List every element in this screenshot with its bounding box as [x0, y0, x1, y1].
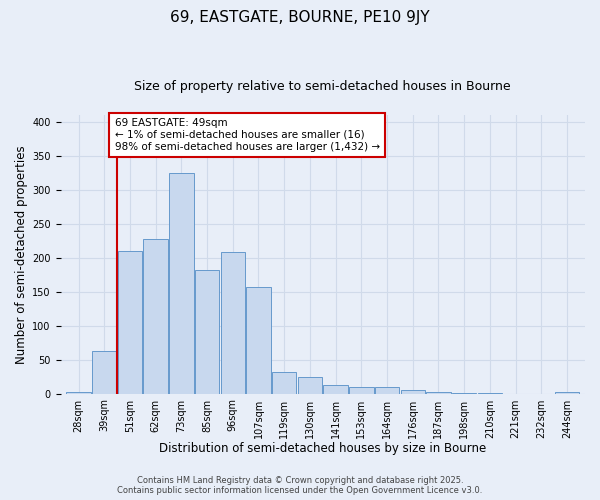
Bar	[272, 372, 296, 394]
Bar	[246, 287, 271, 394]
Bar	[401, 390, 425, 394]
Bar	[169, 173, 194, 394]
Bar	[195, 270, 219, 394]
Bar	[298, 376, 322, 394]
Bar	[323, 385, 348, 394]
Bar	[349, 387, 374, 394]
Bar	[143, 238, 168, 394]
Text: Contains HM Land Registry data © Crown copyright and database right 2025.
Contai: Contains HM Land Registry data © Crown c…	[118, 476, 482, 495]
Bar	[66, 392, 91, 394]
Bar	[555, 392, 579, 394]
Bar	[452, 393, 476, 394]
Text: 69, EASTGATE, BOURNE, PE10 9JY: 69, EASTGATE, BOURNE, PE10 9JY	[170, 10, 430, 25]
Text: 69 EASTGATE: 49sqm
← 1% of semi-detached houses are smaller (16)
98% of semi-det: 69 EASTGATE: 49sqm ← 1% of semi-detached…	[115, 118, 380, 152]
Bar	[221, 252, 245, 394]
Bar	[426, 392, 451, 394]
Title: Size of property relative to semi-detached houses in Bourne: Size of property relative to semi-detach…	[134, 80, 511, 93]
Bar	[118, 251, 142, 394]
Bar	[375, 387, 399, 394]
X-axis label: Distribution of semi-detached houses by size in Bourne: Distribution of semi-detached houses by …	[159, 442, 487, 455]
Y-axis label: Number of semi-detached properties: Number of semi-detached properties	[15, 145, 28, 364]
Bar	[92, 352, 116, 394]
Bar	[478, 393, 502, 394]
